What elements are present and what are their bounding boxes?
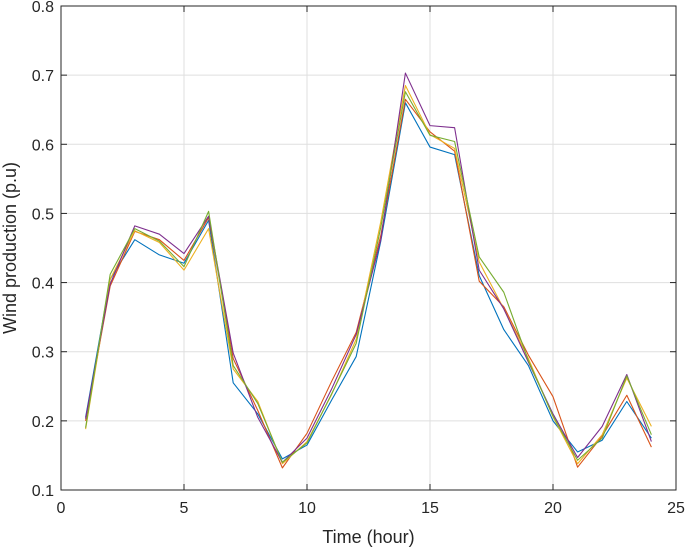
- y-tick-label: 0.3: [32, 345, 54, 362]
- y-tick-label: 0.8: [32, 0, 54, 16]
- x-axis-label: Time (hour): [322, 527, 414, 547]
- x-tick-label: 20: [544, 500, 562, 517]
- axes-box: [60, 5, 677, 491]
- y-tick-label: 0.4: [32, 276, 54, 293]
- grid: [60, 5, 677, 491]
- y-tick-label: 0.2: [32, 414, 54, 431]
- y-tick-label: 0.6: [32, 137, 54, 154]
- axes: [60, 5, 677, 491]
- x-tick-label: 25: [667, 500, 685, 517]
- tick-labels: 0 5 10 15 20 25 0.1 0.2 0.3 0.4 0.5 0.6 0.7 0.8: [32, 0, 685, 517]
- y-tick-label: 0.1: [32, 483, 54, 500]
- y-tick-label: 0.5: [32, 206, 54, 223]
- y-axis-label: Wind production (p.u): [0, 162, 20, 334]
- x-tick-label: 5: [180, 500, 189, 517]
- x-tick-label: 15: [421, 500, 439, 517]
- series-lines: [85, 72, 652, 469]
- series-line-3: [85, 84, 652, 465]
- y-tick-label: 0.7: [32, 68, 54, 85]
- x-tick-label: 0: [57, 500, 66, 517]
- x-tick-label: 10: [298, 500, 316, 517]
- series-line-5: [85, 91, 652, 463]
- plot-background: [61, 6, 676, 490]
